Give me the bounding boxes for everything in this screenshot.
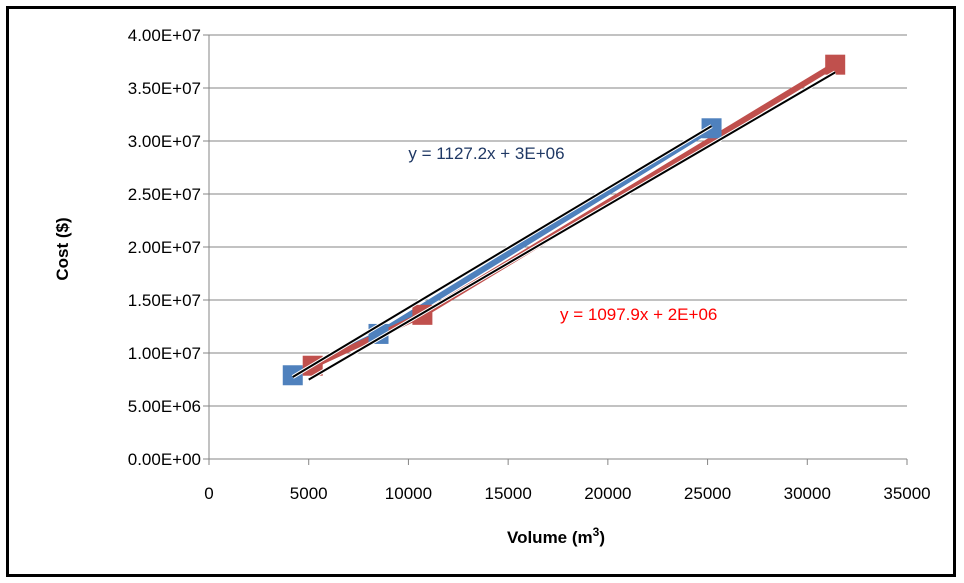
x-tick-label: 15000: [485, 484, 532, 503]
x-tick-label: 35000: [883, 484, 930, 503]
trendline-equation-series-1: y = 1127.2x + 3E+06: [408, 144, 564, 163]
x-axis-title-text: Volume (m: [507, 528, 593, 547]
x-tick-label: 25000: [684, 484, 731, 503]
series-2-marker: [825, 54, 846, 75]
trendline-layer: [291, 70, 837, 382]
y-tick-label: 3.50E+07: [128, 79, 201, 98]
y-tick-label: 2.00E+07: [128, 238, 201, 257]
series-layer: [282, 54, 846, 386]
x-tick-label: 0: [204, 484, 213, 503]
y-tick-label: 1.00E+07: [128, 344, 201, 363]
y-axis-title: Cost ($): [53, 217, 72, 280]
y-tick-label: 2.50E+07: [128, 185, 201, 204]
tick-labels: 0.00E+00 5.00E+06 1.00E+07 1.50E+07 2.00E+07…: [128, 26, 931, 503]
series-1-trendline: [292, 125, 713, 378]
y-tick-label: 4.00E+07: [128, 26, 201, 45]
y-tick-label: 3.00E+07: [128, 132, 201, 151]
axes: [203, 34, 908, 465]
x-tick-label: 5000: [290, 484, 328, 503]
x-tick-label: 20000: [584, 484, 631, 503]
x-axis-title: Volume (m3): [507, 525, 605, 547]
y-tick-label: 1.50E+07: [128, 291, 201, 310]
gridlines: [209, 34, 907, 407]
x-axis-title-superscript: 3: [593, 525, 600, 539]
x-tick-label: 10000: [385, 484, 432, 503]
x-axis-title-end: ): [599, 528, 605, 547]
y-tick-label: 5.00E+06: [128, 397, 201, 416]
trendline-equation-series-2: y = 1097.9x + 2E+06: [560, 305, 717, 324]
series-2-trendline: [308, 71, 836, 381]
y-tick-label: 0.00E+00: [128, 450, 201, 469]
x-tick-label: 30000: [784, 484, 831, 503]
chart-frame: [6, 6, 956, 577]
